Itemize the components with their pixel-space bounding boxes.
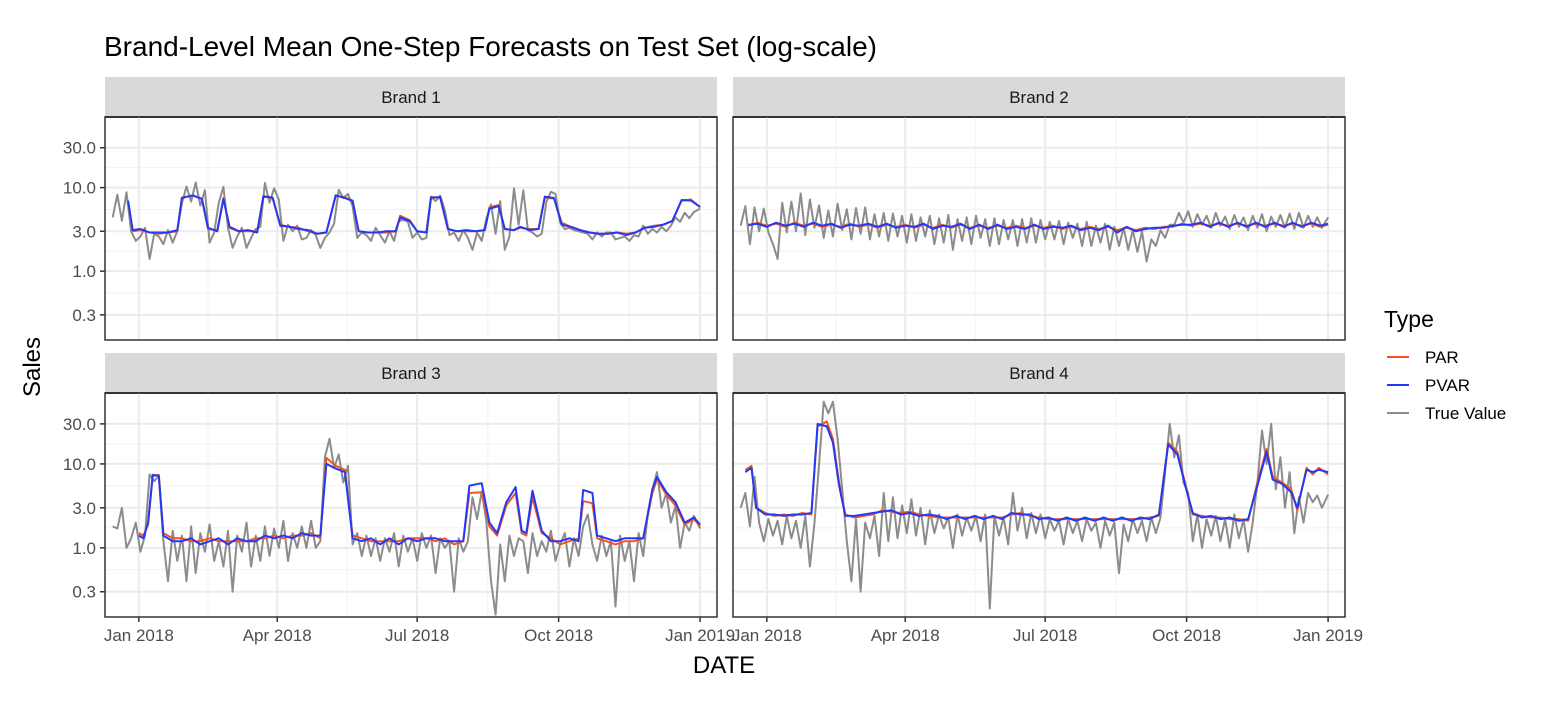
panel-strip-brand-3 <box>105 353 717 393</box>
x-tick-label: Jul 2018 <box>385 626 449 645</box>
y-tick-label: 3.0 <box>72 222 96 241</box>
panel-border <box>104 116 718 341</box>
x-tick-label: Jan 2019 <box>1293 626 1363 645</box>
panel-brand-4: Brand 4 Jan 2018 Apr 2018 Jul 2018 Oct 2018 J… <box>732 353 1363 645</box>
series-group <box>112 437 701 616</box>
series-line-pvar <box>748 221 1329 234</box>
y-tick-label: 1.0 <box>72 262 96 281</box>
panel-strip-brand-1 <box>105 77 717 117</box>
series-line-true-value <box>739 400 1330 610</box>
x-tick-label: Oct 2018 <box>524 626 593 645</box>
facet-panels: Brand 1 0.3 1.0 3.0 10.0 30.0 Brand 2 Brand 3 0.… <box>63 77 1363 645</box>
x-tick-label: Apr 2018 <box>871 626 940 645</box>
x-tick-label: Jan 2019 <box>665 626 735 645</box>
x-tick-label: Jul 2018 <box>1013 626 1077 645</box>
panel-title-brand-4: Brand 4 <box>1009 364 1069 383</box>
chart-title: Brand-Level Mean One-Step Forecasts on T… <box>104 31 877 62</box>
series-line-par <box>138 456 701 546</box>
panel-brand-3: Brand 3 0.3 1.0 3.0 10.0 30.0 Jan 2018 Apr 2018… <box>63 353 735 645</box>
y-tick-label: 3.0 <box>72 499 96 518</box>
y-axis-label: Sales <box>19 337 46 397</box>
x-tick-label: Jan 2018 <box>104 626 174 645</box>
y-tick-label: 30.0 <box>63 415 96 434</box>
x-tick-label: Oct 2018 <box>1152 626 1221 645</box>
y-tick-label: 1.0 <box>72 539 96 558</box>
y-tick-label: 0.3 <box>72 306 96 325</box>
panel-title-brand-3: Brand 3 <box>381 364 441 383</box>
x-axis-label: DATE <box>693 652 755 679</box>
legend-title: Type <box>1384 306 1434 332</box>
panel-title-brand-1: Brand 1 <box>381 88 441 107</box>
panel-brand-2: Brand 2 <box>732 77 1346 341</box>
x-tick-label: Jan 2018 <box>732 626 802 645</box>
panel-brand-1: Brand 1 0.3 1.0 3.0 10.0 30.0 <box>63 77 718 341</box>
legend: Type PAR PVAR True Value <box>1384 306 1506 423</box>
panel-border <box>104 392 718 618</box>
panel-border <box>732 116 1346 341</box>
x-tick-label: Apr 2018 <box>243 626 312 645</box>
panel-title-brand-2: Brand 2 <box>1009 88 1069 107</box>
legend-label-par: PAR <box>1425 348 1459 367</box>
series-group <box>739 400 1330 610</box>
series-line-true-value <box>111 181 701 260</box>
series-group <box>111 181 701 260</box>
y-tick-label: 10.0 <box>63 455 96 474</box>
y-tick-label: 0.3 <box>72 583 96 602</box>
y-tick-label: 10.0 <box>63 179 96 198</box>
legend-label-true-value: True Value <box>1425 404 1506 423</box>
series-line-pvar <box>127 194 701 237</box>
series-line-pvar <box>138 462 701 546</box>
panel-strip-brand-4 <box>733 353 1345 393</box>
legend-label-pvar: PVAR <box>1425 376 1470 395</box>
panel-strip-brand-2 <box>733 77 1345 117</box>
y-tick-label: 30.0 <box>63 139 96 158</box>
series-group <box>739 192 1329 263</box>
series-line-pvar <box>744 422 1329 522</box>
panel-border <box>732 392 1346 618</box>
